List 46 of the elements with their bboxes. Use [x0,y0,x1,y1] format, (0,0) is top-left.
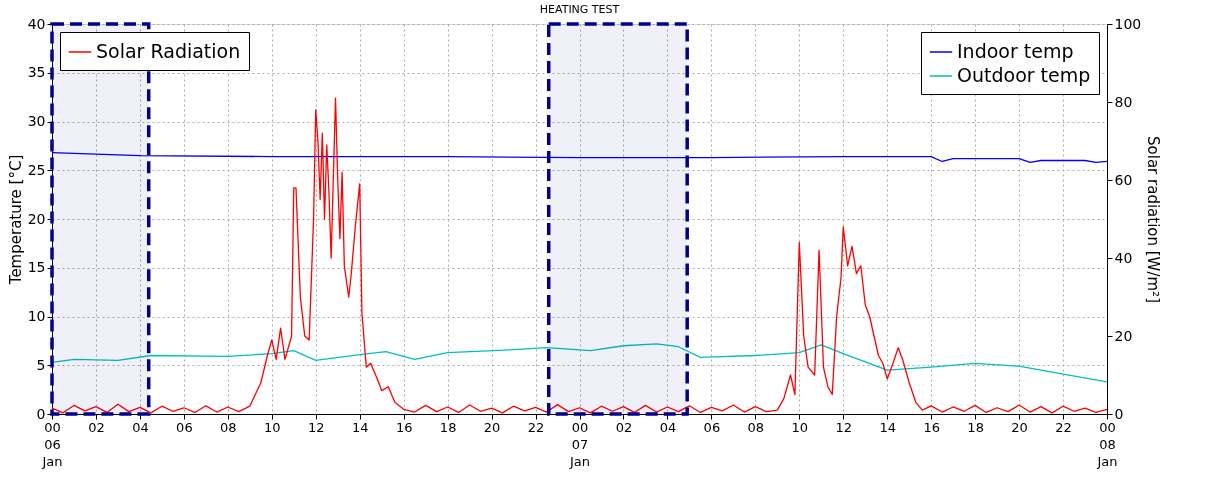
x-tick-label: 04 [132,419,149,435]
y-tick-label: 20 [27,210,46,227]
legend-label: Solar Radiation [96,40,241,62]
y2-tick-label: 0 [1114,405,1124,422]
x-tick-label: 06 [176,419,193,435]
x-tick-label: 06 [703,419,721,435]
x-tick-label: 22 [1055,419,1072,435]
x-tick-label: 16 [923,419,940,435]
x-tick-label: 10 [264,419,281,435]
y-tick-label: 35 [27,64,46,81]
x-tick-label: 14 [351,419,369,435]
y-tick-label: 10 [27,308,46,324]
x-tick-label: 08 [220,419,237,435]
chart-title: HEATING TEST [539,3,620,16]
y2-tick-label: 20 [1114,327,1133,344]
x-tick-label: 22 [527,419,545,435]
x-tick-label: 02 [88,419,105,435]
x-tick-label: 18 [439,419,457,435]
y-tick-label: 30 [27,113,46,129]
y2-tick-label: 60 [1114,171,1133,188]
x-tick-label: 12 [835,419,853,435]
y-tick-label: 25 [27,161,46,178]
x-tick-label: 10 [791,419,809,435]
y2-tick-label: 40 [1114,249,1133,266]
x-tick-label: 16 [395,419,413,435]
legend-label: Indoor temp [957,40,1074,62]
y-tick-label: 5 [36,356,46,373]
y-tick-label: 40 [27,15,46,32]
y-tick-label: 15 [27,259,46,276]
y2-tick-label: 80 [1114,93,1133,110]
x-tick-label: 14 [879,419,896,435]
x-tick-label: 20 [483,419,501,435]
x-tick-label: 18 [967,419,984,435]
y-tick-label: 0 [36,405,46,422]
x-tick-label: 08 [747,419,765,435]
x-tick-label: 20 [1011,419,1028,435]
x-tick-label: 12 [307,419,325,435]
x-tick-label: 00 06 Jan [41,419,63,469]
x-tick-label: 00 07 Jan [568,419,591,469]
x-tick-label: 02 [615,419,633,435]
x-tick-label: 04 [659,419,677,435]
x-tick-label: 00 08 Jan [1096,419,1118,469]
y2-tick-label: 100 [1114,15,1142,32]
y-axis-title: Temperature [°C] [6,154,25,286]
y2-axis-title: Solar radiation [W/m²] [1144,136,1163,303]
legend-label: Outdoor temp [957,64,1091,86]
